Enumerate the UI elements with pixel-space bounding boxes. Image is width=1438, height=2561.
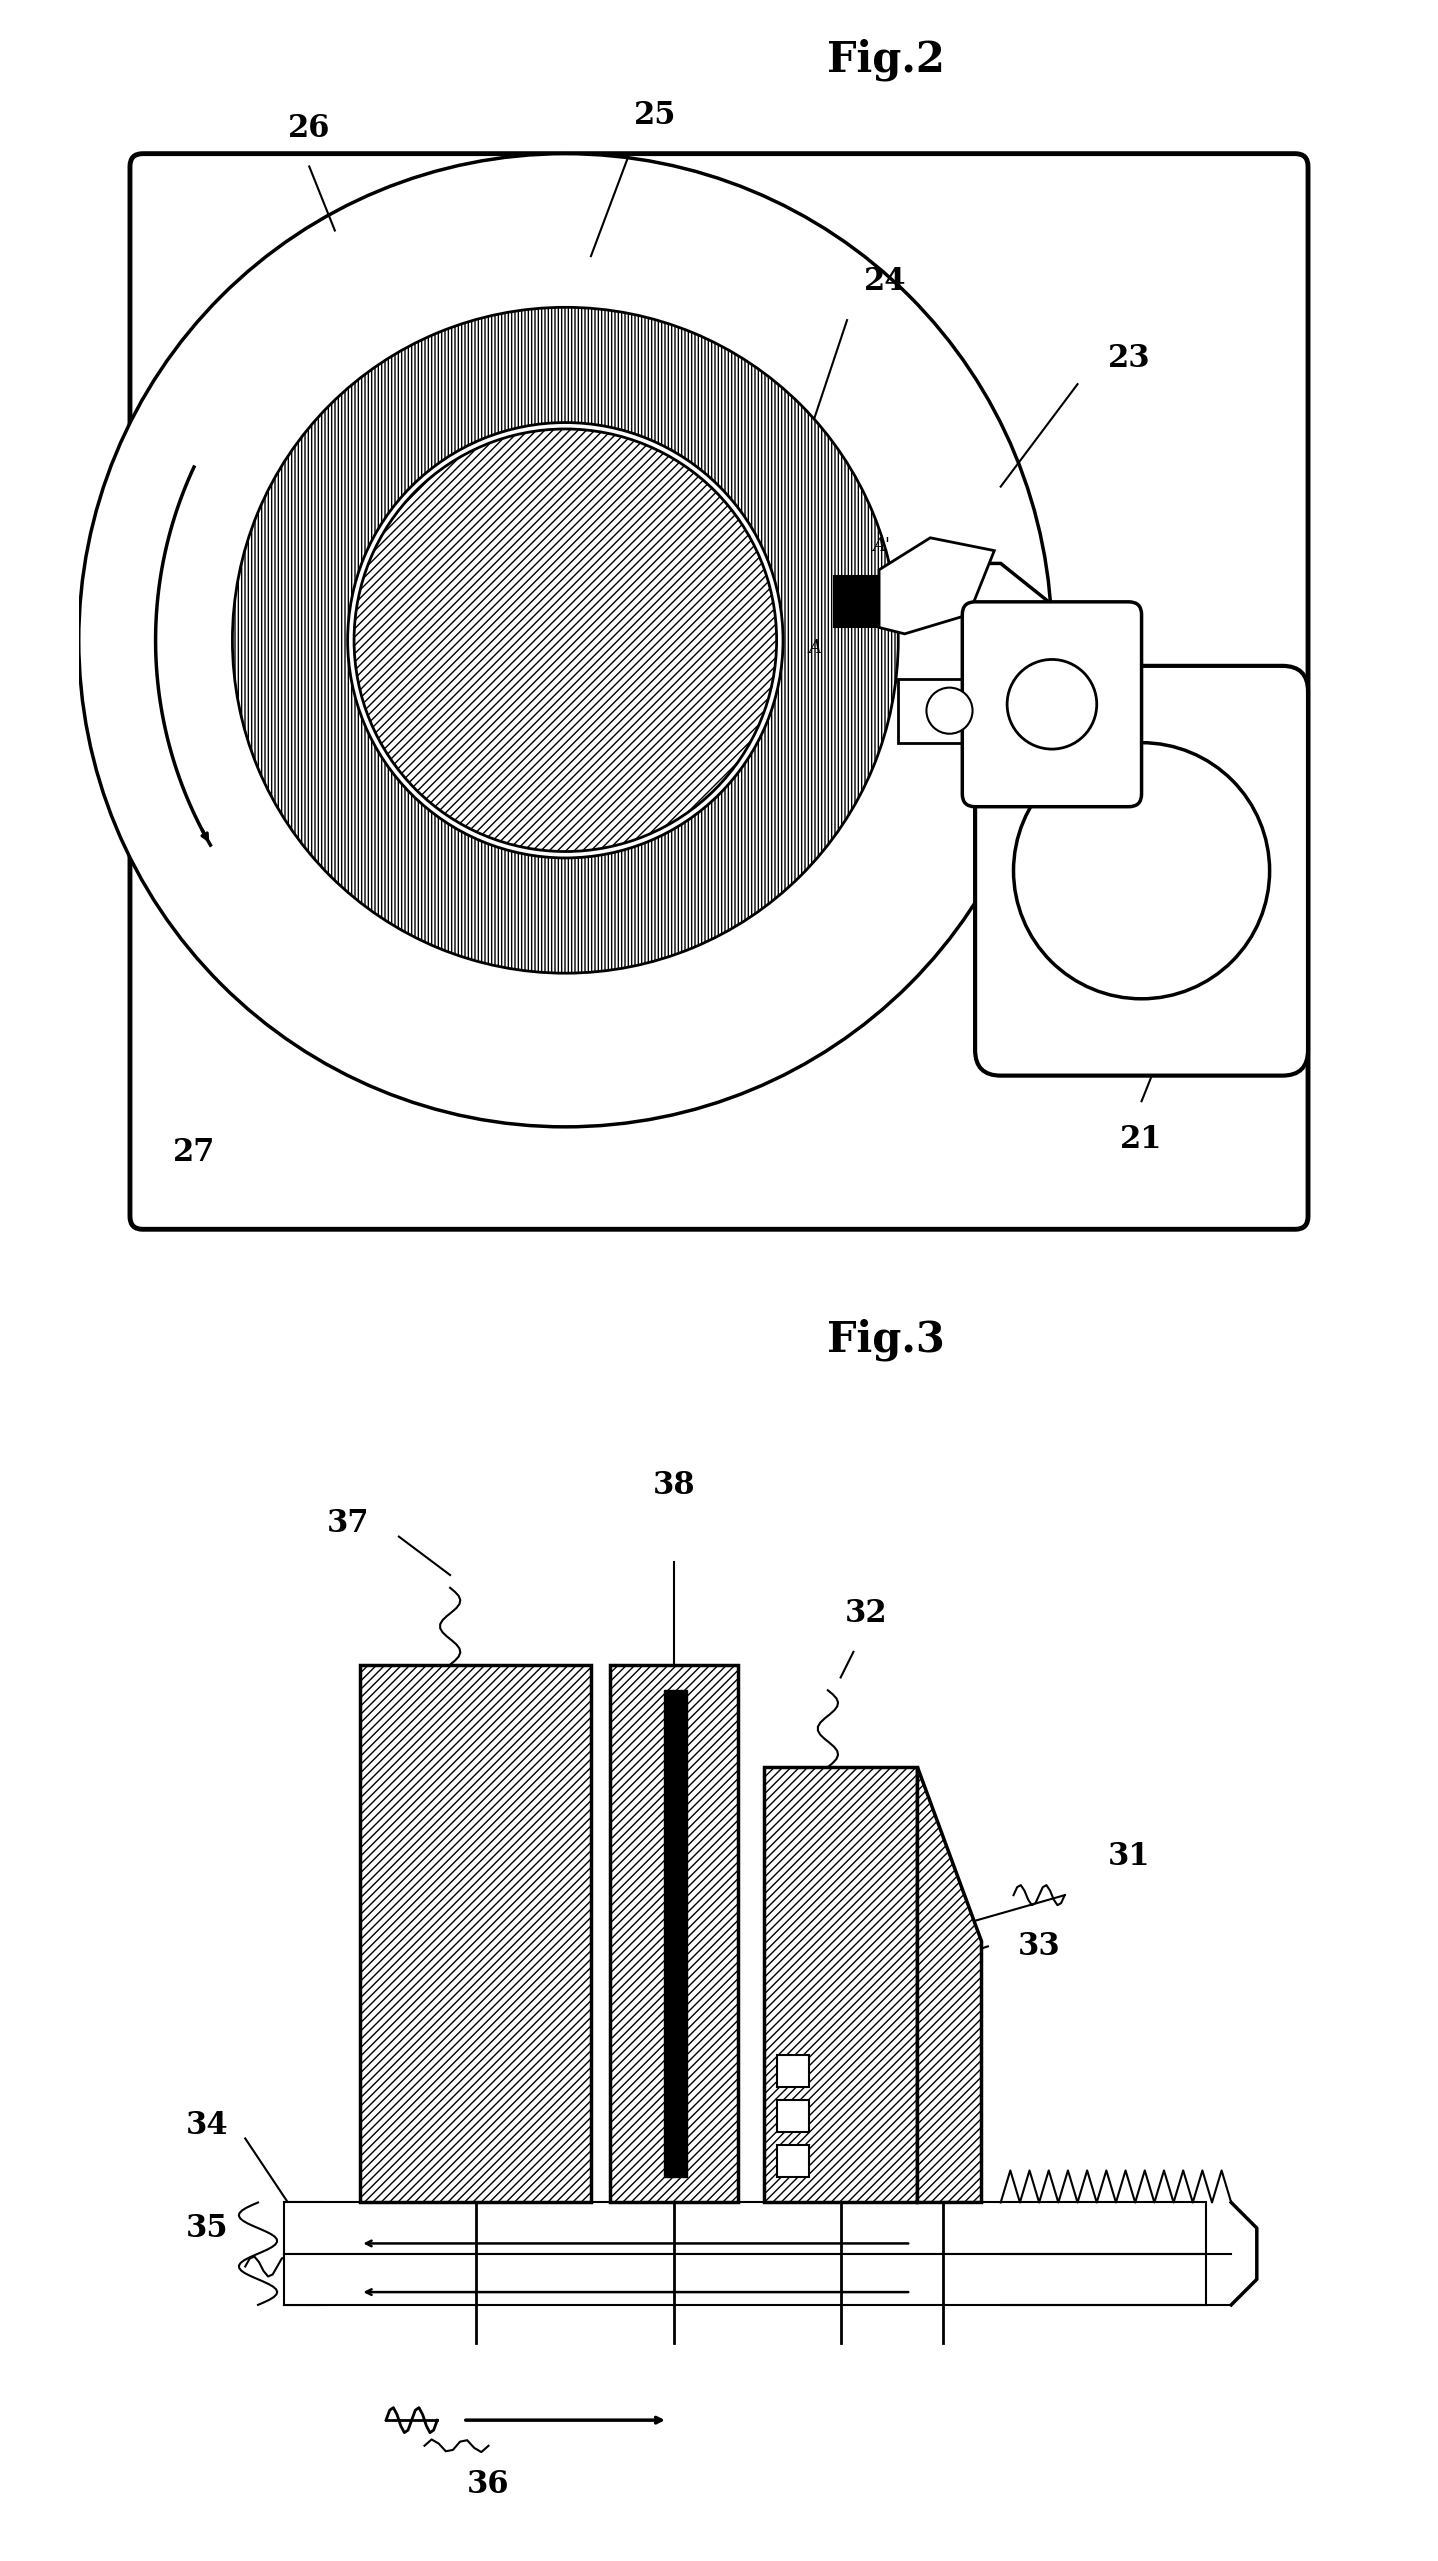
Bar xyxy=(283,2254,1205,2305)
Circle shape xyxy=(1007,658,1097,750)
Text: 27: 27 xyxy=(173,1137,216,1168)
FancyBboxPatch shape xyxy=(962,602,1142,807)
Bar xyxy=(664,1690,687,2177)
Text: 31: 31 xyxy=(1107,1841,1150,1872)
Polygon shape xyxy=(917,1767,982,2202)
Bar xyxy=(834,576,879,627)
Bar xyxy=(899,679,1001,743)
Text: 38: 38 xyxy=(653,1470,696,1501)
FancyBboxPatch shape xyxy=(975,666,1309,1076)
Bar xyxy=(777,2146,808,2177)
Wedge shape xyxy=(233,307,899,973)
Text: A': A' xyxy=(873,538,890,556)
Bar xyxy=(610,1665,738,2202)
Text: 26: 26 xyxy=(288,113,331,143)
Polygon shape xyxy=(969,563,1064,794)
Bar xyxy=(283,2202,1205,2254)
Circle shape xyxy=(79,154,1053,1127)
Bar xyxy=(764,1767,917,2202)
Text: Fig.2: Fig.2 xyxy=(827,38,945,82)
Circle shape xyxy=(1014,743,1270,999)
Bar xyxy=(777,2100,808,2131)
Polygon shape xyxy=(879,538,994,633)
Text: 36: 36 xyxy=(467,2469,509,2500)
Text: Fig.3: Fig.3 xyxy=(827,1319,945,1362)
Text: 33: 33 xyxy=(1018,1931,1060,1962)
Circle shape xyxy=(354,430,777,850)
Text: A: A xyxy=(808,640,821,658)
Bar xyxy=(361,1665,591,2202)
Circle shape xyxy=(926,686,972,732)
Text: 35: 35 xyxy=(186,2213,229,2243)
Text: 24: 24 xyxy=(864,266,907,297)
Text: 37: 37 xyxy=(326,1508,370,1539)
Text: 23: 23 xyxy=(1107,343,1150,374)
Text: 21: 21 xyxy=(1120,1124,1163,1155)
Text: 34: 34 xyxy=(186,2110,229,2141)
Text: 32: 32 xyxy=(846,1598,887,1629)
FancyBboxPatch shape xyxy=(129,154,1309,1229)
Text: 22: 22 xyxy=(1014,715,1055,745)
Text: 25: 25 xyxy=(634,100,676,131)
Bar xyxy=(777,2054,808,2087)
